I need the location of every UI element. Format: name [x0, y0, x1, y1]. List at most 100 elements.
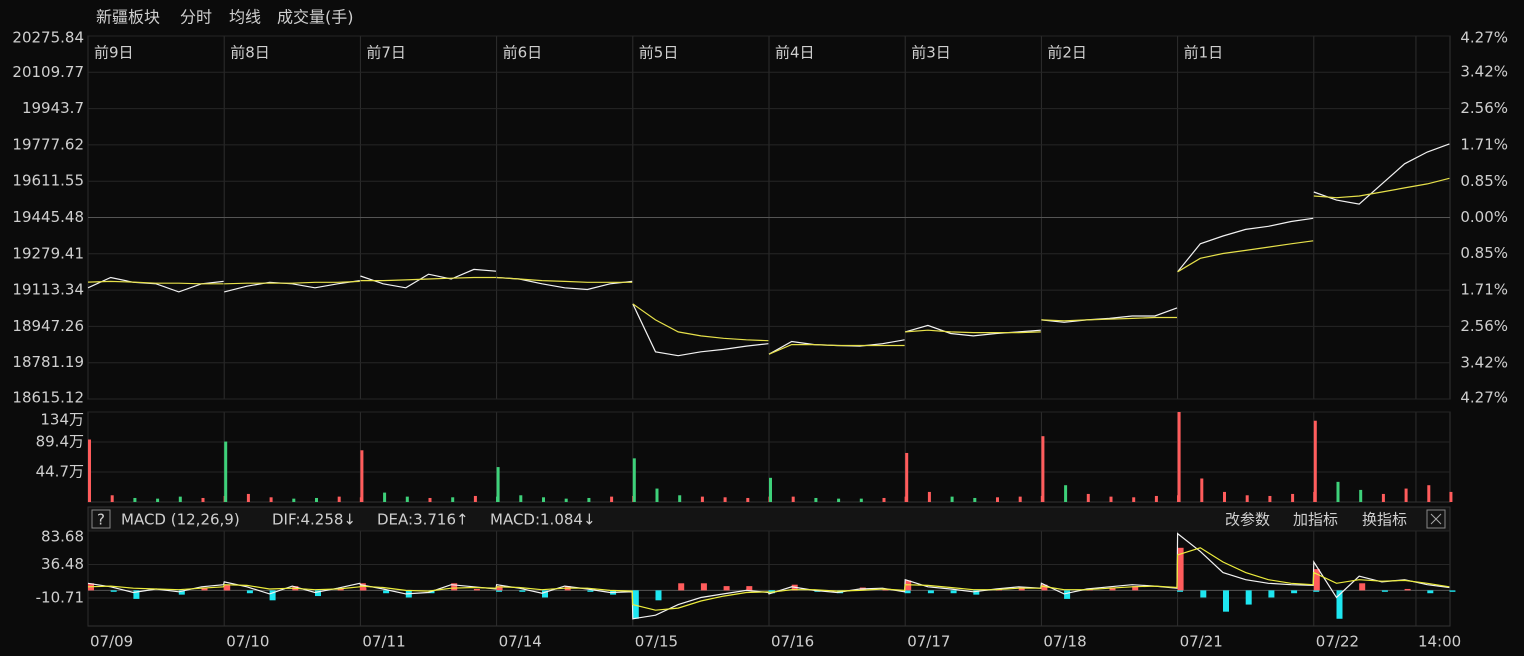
macd-bar — [587, 590, 594, 592]
volume-bar — [383, 492, 387, 502]
volume-bar — [1449, 491, 1453, 502]
macd-bar — [383, 590, 390, 594]
volume-bar — [1200, 478, 1204, 502]
volume-bar — [1154, 495, 1158, 502]
macd-readout: MACD:1.084↓ — [490, 511, 596, 529]
volume-bar — [587, 497, 591, 502]
toolbar-button[interactable]: 换指标 — [1362, 511, 1407, 529]
macd-bar — [1291, 590, 1298, 594]
volume-bar — [814, 497, 818, 502]
macd-bar — [1177, 547, 1184, 591]
day-label: 前2日 — [1047, 44, 1087, 62]
toolbar-button[interactable]: 加指标 — [1293, 511, 1338, 529]
volume-bar — [1223, 491, 1226, 502]
price-line — [87, 177, 1450, 355]
volume-bar — [1359, 489, 1363, 502]
volume-bar — [451, 497, 455, 502]
volume-bar — [519, 495, 523, 502]
volume-bar — [1404, 488, 1408, 502]
y2-tick-label: 4.27% — [1460, 29, 1508, 47]
x-tick-label: 07/10 — [226, 633, 269, 651]
volume-bar — [292, 498, 296, 502]
y2-tick-label: 1.71% — [1460, 281, 1508, 299]
macd-bar — [678, 583, 685, 591]
macd-bar — [1109, 587, 1116, 591]
macd-bar — [1449, 590, 1456, 592]
macd-bar — [1268, 590, 1275, 598]
help-icon-text[interactable]: ? — [97, 511, 105, 529]
macd-bar — [950, 590, 957, 594]
macd-bar — [1200, 590, 1207, 598]
x-tick-label: 07/15 — [635, 633, 678, 651]
x-tick-label: 07/22 — [1316, 633, 1359, 651]
macd-bar — [224, 584, 231, 591]
volume-bar — [1064, 485, 1068, 502]
y-tick-label: 89.4万 — [36, 432, 84, 450]
volume-bar — [1268, 495, 1272, 502]
y-tick-label: 19777.62 — [12, 135, 84, 153]
macd-bar — [315, 590, 321, 597]
y2-tick-label: 0.85% — [1460, 172, 1508, 190]
macd-bar — [451, 583, 458, 591]
toolbar-button[interactable]: 改参数 — [1225, 511, 1270, 529]
y-tick-label: 36.48 — [41, 555, 84, 573]
volume-bar — [156, 498, 160, 502]
day-label: 前6日 — [503, 44, 543, 62]
volume-bar — [1245, 495, 1249, 502]
macd-bar — [905, 580, 912, 591]
x-tick-label: 07/18 — [1043, 633, 1086, 651]
y2-tick-label: 1.71% — [1460, 135, 1508, 153]
volume-bar — [246, 493, 250, 502]
close-icon[interactable] — [1426, 509, 1446, 529]
macd-header — [87, 506, 1451, 532]
macd-bar — [904, 590, 911, 594]
macd-bar — [1223, 590, 1229, 612]
macd-bar — [1177, 590, 1184, 592]
y-tick-label: 19279.41 — [12, 244, 84, 262]
volume-bar — [1132, 497, 1136, 502]
volume-bar — [655, 488, 659, 502]
volume-bar — [950, 496, 954, 502]
volume-bar — [905, 452, 909, 502]
volume-bar — [1109, 496, 1113, 502]
macd-readout: DIF:4.258↓ — [272, 511, 356, 529]
y2-tick-label: 3.42% — [1460, 353, 1508, 371]
macd-bar — [542, 590, 548, 598]
tab[interactable]: 均线 — [229, 8, 261, 27]
close-icon-glyph[interactable] — [1430, 513, 1442, 525]
volume-bar — [837, 498, 841, 502]
macd-bar — [723, 586, 730, 591]
volume-bar — [1381, 493, 1385, 502]
volume-bar — [1336, 481, 1340, 502]
macd-bar — [133, 590, 140, 599]
day-label: 前7日 — [366, 44, 406, 62]
macd-readout: DEA:3.716↑ — [377, 511, 469, 529]
volume-bar — [700, 496, 704, 502]
day-label: 前9日 — [94, 44, 134, 62]
macd-bar — [1064, 590, 1071, 599]
volume-bar — [269, 497, 273, 502]
volume-bar — [360, 450, 364, 502]
volume-bar — [859, 498, 863, 502]
board-title: 新疆板块 — [96, 8, 160, 27]
x-tick-label: 14:00 — [1418, 633, 1461, 651]
help-icon[interactable] — [91, 509, 111, 529]
macd-bar — [1245, 590, 1252, 605]
y2-tick-label: 4.27% — [1460, 389, 1508, 407]
y-tick-label: 18615.12 — [12, 389, 84, 407]
y-tick-label: 20109.77 — [12, 63, 84, 81]
tab[interactable]: 分时 — [180, 8, 212, 27]
tab[interactable]: 成交量(手) — [277, 8, 354, 27]
x-tick-label: 07/21 — [1180, 633, 1223, 651]
volume-bar — [88, 439, 91, 502]
macd-bar — [1427, 590, 1434, 594]
y2-tick-label: 2.56% — [1460, 99, 1508, 117]
macd-title: MACD (12,26,9) — [121, 511, 240, 529]
macd-bar — [655, 590, 662, 601]
y-tick-label: 18781.19 — [12, 353, 84, 371]
x-tick-label: 07/11 — [362, 633, 405, 651]
macd-bar — [700, 583, 707, 591]
macd-bar — [746, 586, 753, 591]
